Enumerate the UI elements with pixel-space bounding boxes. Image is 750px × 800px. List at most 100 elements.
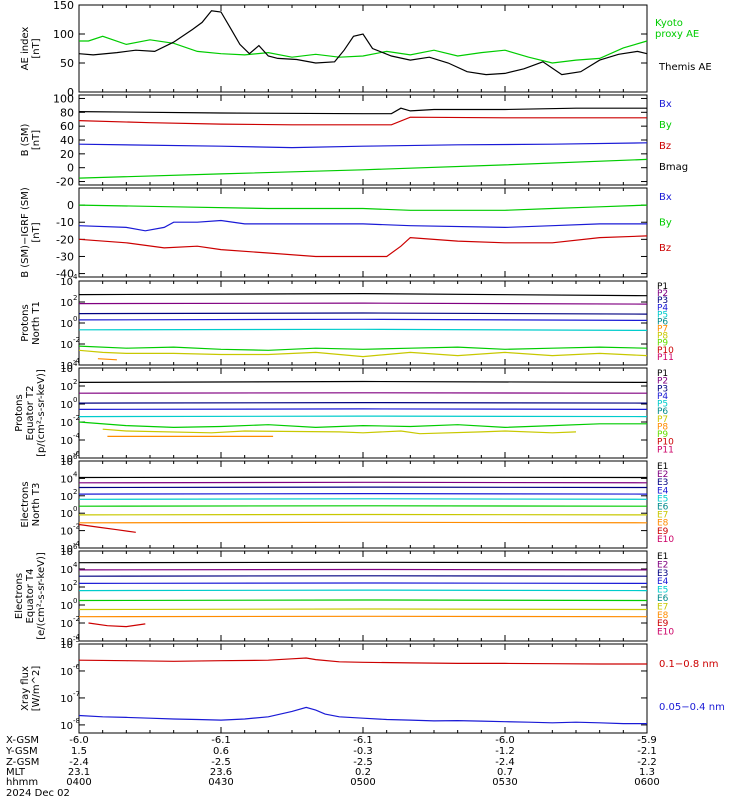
series-line xyxy=(78,318,648,321)
y-tick-label: 10 xyxy=(60,721,73,732)
footer-value: -5.9 xyxy=(637,735,657,746)
y-tick-label: 100 xyxy=(53,92,74,105)
y-tick-label: -20 xyxy=(56,176,74,189)
y-tick-exponent: 4 xyxy=(73,470,78,478)
y-tick-label: 150 xyxy=(53,0,74,12)
y-axis-label: Equator T4 xyxy=(25,569,36,624)
footer-row-label: MLT xyxy=(6,767,26,778)
y-tick-label: 10 xyxy=(60,454,73,465)
footer-value: 23.6 xyxy=(210,767,232,778)
legend-entry: P8 xyxy=(657,422,668,432)
legend-entry: E8 xyxy=(657,611,669,621)
y-tick-label: 10 xyxy=(60,619,73,630)
series-line xyxy=(78,328,648,331)
legend-entry: E4 xyxy=(657,486,669,496)
y-tick-exponent: 4 xyxy=(73,360,78,368)
y-tick-exponent: -4 xyxy=(73,432,81,440)
y-tick-label: 0 xyxy=(67,86,74,99)
footer-value: 0600 xyxy=(634,777,659,788)
series-line xyxy=(78,402,648,404)
y-tick-exponent: 2 xyxy=(73,488,77,496)
series-line xyxy=(78,345,648,351)
legend-entry: E10 xyxy=(657,535,674,545)
legend-entry: E9 xyxy=(657,619,669,629)
y-tick-exponent: 0 xyxy=(73,396,77,404)
y-axis-label: Protons xyxy=(14,394,25,431)
y-tick-label: 50 xyxy=(60,57,74,70)
y-axis-label: B (SM)−IGRF (SM) xyxy=(20,187,31,278)
footer-value: 0500 xyxy=(350,777,375,788)
y-axis-label: North T3 xyxy=(31,483,42,527)
footer-value: 0.6 xyxy=(213,746,229,757)
series-line xyxy=(78,292,648,297)
legend-entry: P10 xyxy=(657,346,674,356)
y-tick-exponent: -2 xyxy=(73,523,80,531)
legend-entry: E6 xyxy=(657,503,669,513)
y-axis-label: Electrons xyxy=(14,573,25,619)
legend-entry: P9 xyxy=(657,430,668,440)
footer-value: -2.5 xyxy=(353,757,373,768)
footer-value: -6.1 xyxy=(353,735,373,746)
legend-entry: 0.05−0.4 nm xyxy=(659,702,725,713)
y-tick-label: 60 xyxy=(60,120,74,133)
legend-entry: P8 xyxy=(657,332,668,342)
panel-frame xyxy=(78,4,648,93)
series-line xyxy=(78,312,648,315)
y-tick-label: 10 xyxy=(60,492,73,503)
y-tick-label: -30 xyxy=(56,250,74,263)
footer-value: -1.2 xyxy=(495,746,515,757)
y-tick-label: -40 xyxy=(56,268,74,281)
legend-entry: P3 xyxy=(657,384,668,394)
y-tick-label: 10 xyxy=(60,457,73,468)
footer-row-label: hhmm xyxy=(6,777,38,788)
legend-entry: P10 xyxy=(657,438,674,448)
footer-value: 0530 xyxy=(492,777,517,788)
legend-entry: P1 xyxy=(657,282,668,292)
y-tick-exponent: 0 xyxy=(73,315,77,323)
y-axis-label: [nT] xyxy=(31,130,42,150)
y-tick-label: 10 xyxy=(60,565,73,576)
legend-entry: P3 xyxy=(657,296,668,306)
y-axis-label: [p/(cm²-s-sr-keV)] xyxy=(36,369,47,457)
y-tick-label: 0 xyxy=(67,199,74,212)
y-tick-label: -10 xyxy=(56,216,74,229)
footer-value: -6.0 xyxy=(69,735,89,746)
footer-value: 0430 xyxy=(208,777,233,788)
legend-entry: P2 xyxy=(657,377,668,387)
series-line xyxy=(97,358,117,361)
legend-entry: proxy AE xyxy=(655,29,699,40)
legend-entry: E8 xyxy=(657,519,669,529)
y-tick-exponent: -4 xyxy=(73,633,81,641)
y-tick-label: 0 xyxy=(67,162,74,175)
legend-entry: P9 xyxy=(657,339,668,349)
series-line xyxy=(78,380,648,383)
y-tick-label: 10 xyxy=(60,527,73,538)
y-tick-label: 10 xyxy=(60,637,73,648)
legend-entry: E10 xyxy=(657,628,674,638)
series-line xyxy=(78,706,647,725)
footer-row-label: Y-GSM xyxy=(5,746,38,757)
y-tick-exponent: 6 xyxy=(73,543,78,551)
y-tick-exponent: -6 xyxy=(73,663,81,671)
footer-row-label: X-GSM xyxy=(6,735,39,746)
y-tick-label: 80 xyxy=(60,106,74,119)
legend-entry: E4 xyxy=(657,577,669,587)
footer-row-label: Z-GSM xyxy=(6,757,39,768)
y-tick-label: 10 xyxy=(60,277,73,288)
legend-entry: P5 xyxy=(657,400,668,410)
legend-entry: E2 xyxy=(657,560,668,570)
series-line xyxy=(78,521,648,524)
legend-entry: E5 xyxy=(657,494,668,504)
series-line xyxy=(78,523,136,533)
series-line xyxy=(78,107,647,115)
y-tick-label: 10 xyxy=(60,509,73,520)
y-tick-label: 10 xyxy=(60,418,73,429)
y-axis-label: B (SM) xyxy=(20,123,31,156)
series-line xyxy=(78,608,648,611)
legend-entry: 0.1−0.8 nm xyxy=(659,659,718,670)
panel-frame xyxy=(78,187,648,278)
series-line xyxy=(78,421,647,429)
series-line xyxy=(78,493,648,495)
y-tick-exponent: -4 xyxy=(73,540,81,548)
footer-value: -2.1 xyxy=(637,746,657,757)
